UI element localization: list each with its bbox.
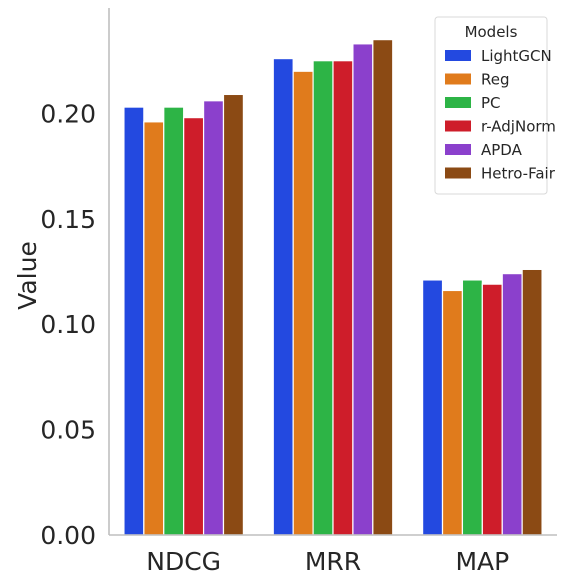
y-tick-labels: 0.00 0.05 0.10 0.15 0.20 <box>40 99 96 550</box>
legend-swatch <box>445 73 471 85</box>
bar-reg-ndcg <box>143 121 165 536</box>
legend-swatch <box>445 97 471 108</box>
legend-title: Models <box>465 23 518 41</box>
bar-hetro-fair-ndcg <box>222 93 245 536</box>
legend-swatch <box>445 50 471 61</box>
bar-lightgcn-ndcg <box>123 106 145 536</box>
legend-label: PC <box>481 94 501 112</box>
bar-r-adjnorm-mrr <box>332 60 354 536</box>
legend: Models LightGCN Reg PC r-AdjNorm APDA Hetro-F… <box>434 16 556 195</box>
bar-lightgcn-map <box>422 279 444 536</box>
legend-items: LightGCN Reg PC r-AdjNorm APDA Hetro-Fair <box>445 47 556 183</box>
legend-swatch <box>445 144 471 155</box>
bar-r-adjnorm-map <box>481 283 503 536</box>
bar-apda-map <box>501 273 523 536</box>
bar-pc-map <box>461 279 483 536</box>
bar-apda-ndcg <box>202 100 225 536</box>
bar-pc-ndcg <box>163 106 185 536</box>
x-category-label: NDCG <box>146 547 221 576</box>
x-category-labels: NDCG MRR MAP <box>146 547 509 576</box>
legend-label: APDA <box>481 141 523 159</box>
bar-apda-mrr <box>352 43 374 536</box>
y-tick-label: 0.05 <box>40 416 96 445</box>
x-category-label: MRR <box>305 547 361 576</box>
y-tick-label: 0.00 <box>40 521 96 550</box>
bars-group <box>123 39 543 536</box>
legend-swatch <box>445 167 471 179</box>
bar-hetro-fair-map <box>521 268 543 536</box>
bar-pc-mrr <box>312 60 334 536</box>
legend-label: r-AdjNorm <box>481 118 556 136</box>
legend-swatch <box>445 120 471 132</box>
bar-lightgcn-mrr <box>272 57 294 536</box>
legend-label: LightGCN <box>481 47 552 65</box>
legend-label: Reg <box>481 71 510 89</box>
y-tick-label: 0.20 <box>40 99 96 128</box>
bar-reg-mrr <box>292 70 314 536</box>
y-tick-label: 0.15 <box>40 205 96 234</box>
y-tick-label: 0.10 <box>40 310 96 339</box>
legend-label: Hetro-Fair <box>481 165 556 183</box>
bar-reg-map <box>441 289 464 536</box>
x-category-label: MAP <box>455 547 509 576</box>
bar-hetro-fair-mrr <box>372 39 394 536</box>
bar-r-adjnorm-ndcg <box>183 117 205 536</box>
y-axis-title: Value <box>13 241 42 310</box>
